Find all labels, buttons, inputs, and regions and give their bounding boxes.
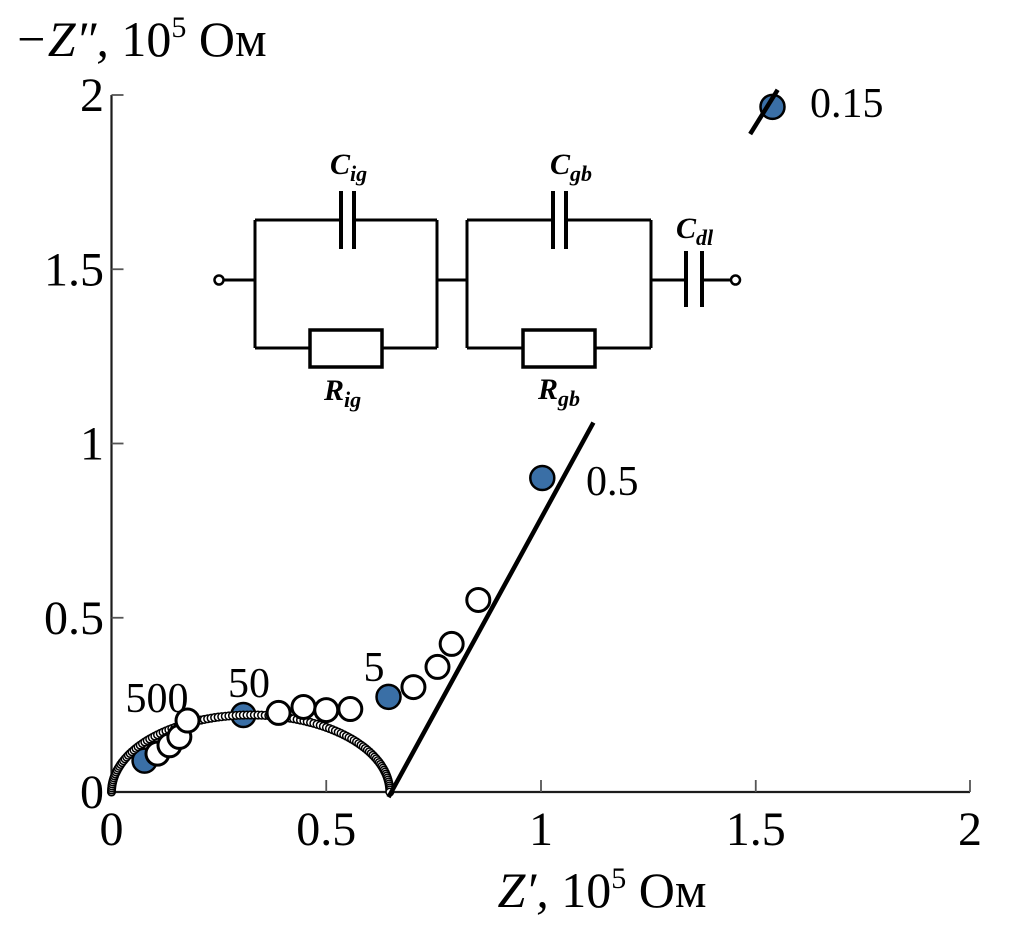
circuit-label-Rgb: Rgb [537, 373, 580, 411]
open-point [438, 630, 465, 657]
y-tick-label: 1 [80, 418, 104, 471]
x-tick-label: 0.5 [296, 803, 356, 856]
axes: 0 0.5 1 1.5 2 0 0.5 1 1.5 2 [44, 69, 982, 856]
x-tick-label: 0 [100, 803, 124, 856]
frequency-label-0.15: 0.15 [810, 81, 884, 127]
frequency-label-50: 50 [228, 661, 270, 707]
y-tick-label: 0.5 [44, 592, 104, 645]
fit-line [748, 88, 780, 136]
y-axis-title: −Z″, 105 Ом [14, 11, 267, 67]
open-point [290, 693, 317, 720]
terminal-node [213, 274, 225, 286]
x-tick-label: 1.5 [726, 803, 786, 856]
circuit-wires [213, 191, 742, 369]
frequency-label-0.5: 0.5 [586, 459, 639, 505]
equivalent-circuit: Cig Cgb Cdl Rig Rgb [213, 148, 742, 412]
filled-point-0.5 [529, 464, 556, 492]
open-point [174, 707, 201, 734]
open-point [465, 586, 492, 613]
y-tick-label: 1.5 [44, 243, 104, 296]
filled-point-5 [375, 683, 402, 711]
fit-line [386, 421, 596, 799]
frequency-labels: 500 50 5 0.5 0.15 [126, 81, 884, 722]
terminal-node [729, 274, 742, 286]
open-point [424, 653, 451, 680]
circuit-label-Cdl: Cdl [676, 212, 714, 250]
x-axis-title: Z′, 105 Ом [498, 862, 707, 918]
open-point [313, 697, 340, 724]
experimental-points [144, 586, 492, 767]
circuit-label-Rig: Rig [323, 374, 361, 412]
x-tick-label: 1 [529, 803, 553, 856]
open-point [337, 696, 364, 723]
frequency-label-5: 5 [364, 645, 385, 691]
open-point [400, 674, 427, 701]
y-tick-label: 0 [80, 766, 104, 819]
frequency-label-500: 500 [126, 676, 189, 722]
resistor-box [521, 328, 597, 369]
y-tick-label: 2 [80, 69, 104, 122]
circuit-label-Cgb: Cgb [550, 148, 592, 186]
fit-lines [386, 88, 780, 799]
x-tick-label: 2 [958, 803, 982, 856]
open-point [265, 699, 292, 726]
resistor-box [308, 328, 384, 369]
circuit-label-Cig: Cig [330, 148, 367, 186]
